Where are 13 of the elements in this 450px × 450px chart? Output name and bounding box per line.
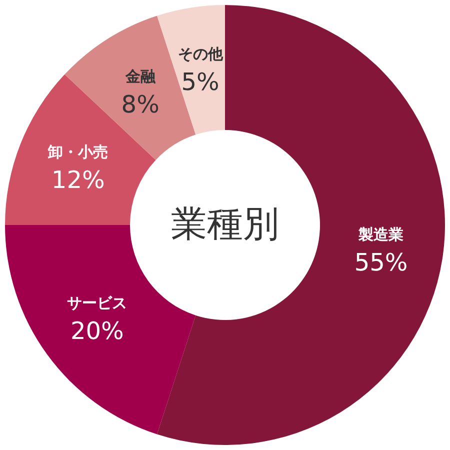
- slice-label: サービス: [67, 294, 128, 312]
- donut-slice: [157, 5, 225, 135]
- data-label: 55%: [354, 248, 408, 277]
- slice-label: 金融: [124, 68, 156, 86]
- data-label: 20%: [70, 316, 124, 345]
- slice-label: 卸・小売: [47, 142, 108, 161]
- data-label: 8%: [121, 90, 160, 119]
- data-label: 12%: [51, 166, 105, 194]
- donut-slice: [157, 5, 445, 445]
- text: 業種別: [171, 204, 279, 245]
- data-label: 5%: [181, 68, 220, 96]
- slice-label: 製造業: [358, 226, 404, 244]
- slice-label: その他: [178, 44, 224, 63]
